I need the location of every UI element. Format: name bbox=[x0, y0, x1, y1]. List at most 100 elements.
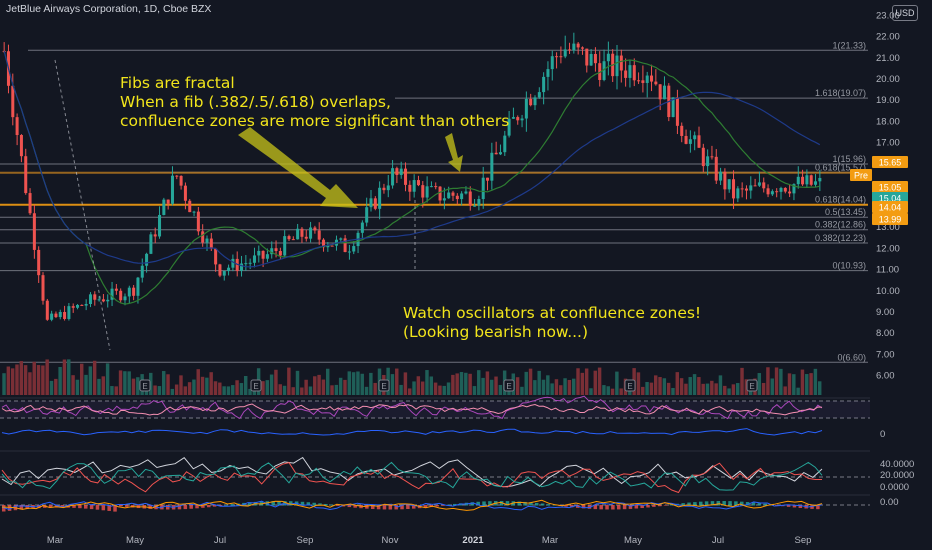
volume-bar bbox=[589, 388, 593, 395]
candle-body bbox=[563, 49, 567, 57]
macd-histogram-bar bbox=[25, 505, 29, 510]
di-plus bbox=[1, 461, 823, 491]
candle-body bbox=[494, 152, 498, 155]
macd-histogram-bar bbox=[89, 505, 94, 510]
candle-body bbox=[339, 238, 343, 240]
candle-body bbox=[183, 185, 187, 201]
volume-bar bbox=[291, 387, 295, 395]
macd-histogram-bar bbox=[587, 505, 592, 509]
volume-bar bbox=[805, 374, 809, 395]
candle-body bbox=[533, 97, 537, 106]
volume-bar bbox=[554, 379, 559, 395]
volume-bar bbox=[636, 372, 641, 395]
macd-histogram-bar bbox=[745, 502, 750, 506]
volume-bar bbox=[774, 367, 779, 395]
macd-histogram-bar bbox=[230, 504, 234, 506]
rsi-band bbox=[0, 401, 870, 418]
macd-histogram-bar bbox=[599, 505, 603, 510]
candle-body bbox=[248, 262, 252, 264]
y-tick-label: 10.00 bbox=[876, 286, 900, 297]
candle-body bbox=[723, 171, 727, 190]
macd-histogram-bar bbox=[552, 504, 557, 506]
volume-bar bbox=[84, 374, 88, 395]
candle-body bbox=[697, 135, 701, 148]
volume-bar bbox=[200, 376, 205, 395]
x-tick-label: Jul bbox=[712, 535, 724, 546]
volume-bar bbox=[243, 375, 248, 395]
macd-histogram-bar bbox=[19, 505, 24, 510]
macd-histogram-bar bbox=[529, 502, 533, 506]
candle-body bbox=[744, 188, 748, 191]
candle-body bbox=[628, 65, 632, 78]
volume-bar bbox=[269, 374, 274, 395]
price-tag-label: 13.99 bbox=[879, 215, 902, 225]
price-tag-box bbox=[872, 213, 908, 225]
macd-histogram-bar bbox=[365, 505, 369, 509]
candle-body bbox=[326, 245, 330, 248]
macd-histogram-bar bbox=[101, 505, 106, 511]
macd-histogram-bar bbox=[107, 505, 111, 511]
y-tick-label: 22.00 bbox=[876, 32, 900, 43]
volume-bar bbox=[641, 386, 645, 395]
volume-bar bbox=[580, 372, 585, 395]
volume-bar bbox=[390, 374, 395, 395]
macd-histogram-bar bbox=[119, 505, 123, 507]
annotation-fibs-fractal: Fibs are fractal When a fib (.382/.5/.61… bbox=[120, 74, 510, 130]
candle-body bbox=[132, 287, 136, 296]
macd-histogram-bar bbox=[605, 505, 609, 510]
volume-bar bbox=[796, 387, 800, 395]
macd-histogram-bar bbox=[37, 505, 41, 509]
volume-bar bbox=[645, 382, 649, 395]
candle-body bbox=[140, 265, 144, 278]
candle-body bbox=[416, 180, 420, 186]
candle-body bbox=[598, 63, 602, 80]
volume-bar bbox=[209, 372, 213, 395]
volume-bar bbox=[79, 363, 84, 395]
candle-body bbox=[814, 181, 818, 185]
y-tick-label: 21.00 bbox=[876, 53, 900, 64]
candle-body bbox=[658, 84, 662, 100]
volume-bar bbox=[701, 383, 705, 395]
earnings-marker bbox=[139, 379, 151, 392]
volume-bar bbox=[373, 382, 377, 395]
volume-bar bbox=[62, 359, 67, 395]
y-tick-label: 11.00 bbox=[876, 265, 899, 276]
volume-bar bbox=[28, 372, 32, 395]
macd-histogram-bar bbox=[593, 505, 598, 510]
volume-bar bbox=[744, 379, 749, 395]
candle-body bbox=[313, 227, 317, 231]
candle-body bbox=[153, 234, 157, 237]
fib-label: 0.382(12.86) bbox=[815, 220, 866, 230]
volume-bar bbox=[32, 361, 36, 395]
volume-bar bbox=[300, 387, 304, 395]
volume-bar bbox=[684, 383, 688, 395]
fib-label: 0(10.93) bbox=[832, 261, 866, 271]
volume-bar bbox=[412, 381, 416, 395]
volume-bar bbox=[679, 378, 684, 395]
volume-bar bbox=[192, 379, 196, 395]
macd-histogram-bar bbox=[710, 501, 715, 506]
candle-body bbox=[222, 270, 226, 276]
candle-body bbox=[391, 168, 395, 186]
volume-bar bbox=[606, 386, 610, 395]
candle-body bbox=[520, 118, 524, 121]
volume-bar bbox=[239, 383, 244, 395]
volume-bar bbox=[118, 370, 123, 395]
y-tick-label: 6.00 bbox=[876, 371, 895, 382]
candle-body bbox=[719, 171, 723, 181]
candle-body bbox=[114, 288, 118, 291]
candle-body bbox=[654, 81, 658, 85]
currency-badge[interactable]: USD bbox=[892, 5, 918, 21]
candle-body bbox=[637, 80, 641, 82]
candle-body bbox=[684, 135, 688, 144]
macd-histogram-bar bbox=[341, 505, 346, 507]
candle-body bbox=[300, 228, 304, 237]
volume-bar bbox=[88, 366, 93, 395]
fib-label: 0.382(12.23) bbox=[815, 233, 866, 243]
candle-body bbox=[555, 56, 559, 58]
candle-body bbox=[568, 49, 572, 51]
ma-line-50 bbox=[3, 51, 821, 268]
volume-bar bbox=[295, 370, 300, 395]
macd-histogram-bar bbox=[300, 501, 305, 506]
